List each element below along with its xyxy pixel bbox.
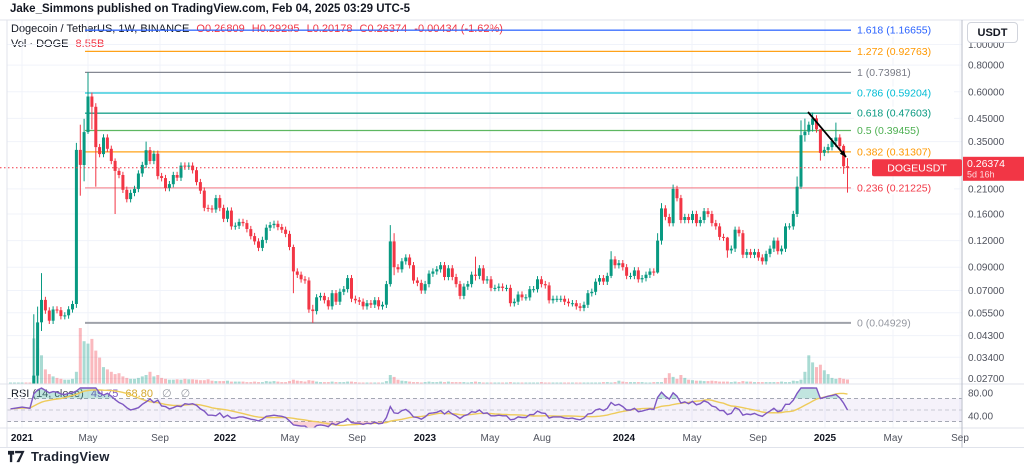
- svg-text:May: May: [481, 433, 500, 444]
- price-badge: 0.26374 5d 16h: [963, 156, 1024, 181]
- rsi-ma-value: 68.80: [125, 388, 153, 400]
- svg-text:2025: 2025: [814, 433, 837, 444]
- svg-text:2022: 2022: [214, 433, 237, 444]
- svg-text:0.09000: 0.09000: [968, 263, 1005, 274]
- svg-text:0.786 (0.59204): 0.786 (0.59204): [857, 88, 931, 100]
- svg-text:1.00000: 1.00000: [968, 40, 1005, 51]
- rsi-pane[interactable]: [7, 300, 962, 460]
- trend-arrow-drawing[interactable]: [807, 111, 847, 158]
- svg-text:0.04300: 0.04300: [968, 331, 1005, 342]
- svg-text:5d 16h: 5d 16h: [967, 169, 995, 179]
- svg-text:DOGEUSDT: DOGEUSDT: [887, 162, 947, 174]
- svg-text:Sep: Sep: [348, 433, 366, 444]
- svg-text:0.16000: 0.16000: [968, 210, 1005, 221]
- empty-set-icon: ∅: [162, 388, 172, 400]
- svg-text:May: May: [281, 433, 300, 444]
- svg-text:2023: 2023: [414, 433, 437, 444]
- rsi-name: RSI: [11, 388, 30, 400]
- svg-text:May: May: [884, 433, 903, 444]
- tradingview-branding[interactable]: TradingView: [8, 449, 110, 464]
- svg-text:0.12000: 0.12000: [968, 236, 1005, 247]
- svg-text:2024: 2024: [613, 433, 636, 444]
- svg-text:2021: 2021: [11, 433, 34, 444]
- rsi-ma-line: [10, 389, 848, 427]
- svg-text:1 (0.73981): 1 (0.73981): [857, 67, 911, 79]
- candlestick-series[interactable]: [9, 72, 849, 473]
- symbol-badge: DOGEUSDT: [872, 159, 962, 177]
- svg-text:Aug: Aug: [533, 433, 551, 444]
- change-value: -0.00434 (-1.62%): [414, 23, 503, 35]
- svg-text:May: May: [683, 433, 702, 444]
- svg-text:1.272 (0.92763): 1.272 (0.92763): [857, 46, 931, 58]
- svg-text:0.5 (0.39455): 0.5 (0.39455): [857, 125, 919, 137]
- price-axis-currency-header[interactable]: USDT: [967, 22, 1018, 43]
- svg-text:Sep: Sep: [951, 433, 969, 444]
- price-axis[interactable]: 1.00000 0.80000 0.60000 0.45000 0.35000 0.210…: [968, 40, 1005, 422]
- empty-set-icon: ∅: [180, 388, 191, 400]
- svg-text:0.45000: 0.45000: [968, 114, 1005, 125]
- svg-text:0.35000: 0.35000: [968, 137, 1005, 148]
- svg-text:1.618 (1.16655): 1.618 (1.16655): [857, 25, 931, 37]
- svg-text:0.382 (0.31307): 0.382 (0.31307): [857, 146, 931, 158]
- svg-text:May: May: [79, 433, 98, 444]
- svg-text:0.26374: 0.26374: [967, 158, 1005, 170]
- svg-text:0.02700: 0.02700: [968, 374, 1005, 385]
- ohlc-close: C0.26374: [359, 23, 408, 35]
- svg-text:Sep: Sep: [151, 433, 169, 444]
- svg-text:80.00: 80.00: [968, 388, 993, 399]
- svg-text:0.80000: 0.80000: [968, 61, 1005, 72]
- grid-lines: [7, 20, 962, 428]
- svg-text:0 (0.04929): 0 (0.04929): [857, 317, 911, 329]
- svg-text:0.05500: 0.05500: [968, 308, 1005, 319]
- svg-text:Sep: Sep: [749, 433, 767, 444]
- svg-text:0.60000: 0.60000: [968, 87, 1005, 98]
- fib-retracement-lines[interactable]: [85, 29, 851, 324]
- svg-text:0.21000: 0.21000: [968, 184, 1005, 195]
- rsi-line: [10, 387, 849, 428]
- svg-text:0.07000: 0.07000: [968, 286, 1005, 297]
- pane-borders: [0, 19, 1024, 448]
- svg-text:0.618 (0.47603): 0.618 (0.47603): [857, 108, 931, 120]
- tradingview-logo-icon: [8, 450, 25, 463]
- svg-text:0.03400: 0.03400: [968, 353, 1005, 364]
- ohlc-low: L0.20178: [306, 23, 353, 35]
- svg-text:40.00: 40.00: [968, 411, 993, 422]
- symbol-title: Dogecoin / TetherUS, 1W, BINANCE: [11, 23, 190, 35]
- svg-text:0.236 (0.21225): 0.236 (0.21225): [857, 182, 931, 194]
- volume-bars: [9, 328, 849, 384]
- fib-level-labels: 1.618 (1.16655) 1.272 (0.92763) 1 (0.73981…: [854, 23, 954, 330]
- time-axis[interactable]: 2021 May Sep 2022 May Sep 2023 May Aug 2024 May Sep…: [11, 433, 969, 444]
- tradingview-wordmark: TradingView: [31, 449, 110, 464]
- attribution-text: Jake_Simmons published on TradingView.co…: [10, 3, 411, 15]
